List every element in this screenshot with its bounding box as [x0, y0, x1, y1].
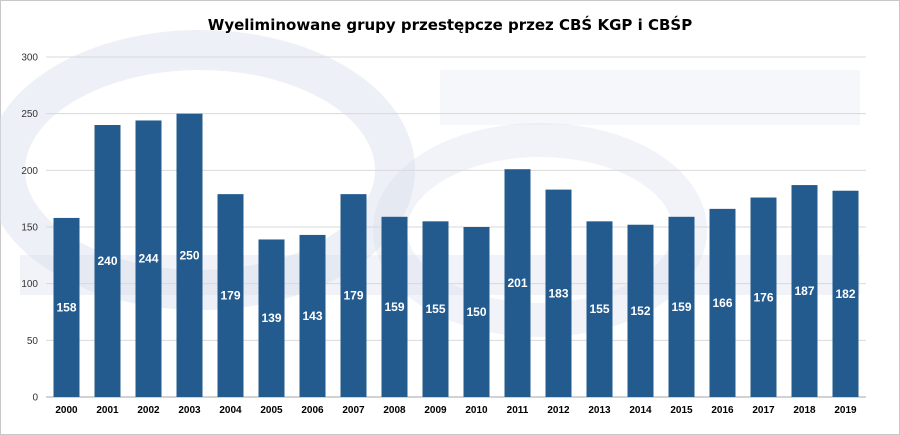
x-tick-label-2005: 2005 — [260, 405, 283, 416]
chart-title: Wyeliminowane grupy przestępcze przez CB… — [208, 15, 692, 34]
y-tick-label: 250 — [21, 109, 38, 120]
x-tick-label-2003: 2003 — [178, 405, 201, 416]
y-tick-label: 300 — [21, 53, 38, 64]
data-labels: 158 240 244 250 179 139 143 179 159 155 150 201 183 1… — [56, 248, 855, 325]
data-label-2014: 152 — [630, 304, 650, 318]
data-label-2004: 179 — [220, 289, 240, 303]
bar-2005 — [258, 239, 285, 397]
bar-2003 — [176, 113, 203, 398]
bar-2006 — [299, 234, 326, 397]
bar-2011 — [504, 169, 531, 397]
y-tick-label: 150 — [21, 223, 38, 234]
x-tick-label-2017: 2017 — [752, 405, 775, 416]
data-label-2009: 155 — [425, 302, 445, 316]
x-tick-label-2018: 2018 — [793, 405, 816, 416]
data-label-2000: 158 — [56, 300, 76, 314]
bar-2016 — [709, 208, 736, 397]
bar-2000 — [53, 217, 80, 397]
data-label-2008: 159 — [384, 300, 404, 314]
data-label-2017: 176 — [753, 290, 773, 304]
data-label-2011: 201 — [507, 276, 527, 290]
bar-2015 — [668, 216, 695, 397]
x-tick-label-2009: 2009 — [424, 405, 447, 416]
x-tick-label-2015: 2015 — [670, 405, 693, 416]
data-label-2019: 182 — [835, 287, 855, 301]
x-tick-label-2004: 2004 — [219, 405, 242, 416]
bar-2017 — [750, 197, 777, 397]
data-label-2001: 240 — [97, 254, 117, 268]
data-label-2015: 159 — [671, 300, 691, 314]
bar-2001 — [94, 125, 121, 397]
x-tick-label-2002: 2002 — [137, 405, 160, 416]
y-tick-label: 0 — [32, 393, 38, 404]
x-tick-label-2014: 2014 — [629, 405, 652, 416]
x-tick-label-2006: 2006 — [301, 405, 324, 416]
y-tick-label: 50 — [27, 336, 39, 347]
data-label-2002: 244 — [138, 252, 158, 266]
bar-2018 — [791, 185, 818, 397]
bar-2019 — [832, 190, 859, 397]
x-tick-label-2013: 2013 — [588, 405, 611, 416]
bars — [53, 113, 859, 398]
data-label-2003: 250 — [179, 248, 199, 262]
bar-2012 — [545, 189, 572, 397]
data-label-2006: 143 — [302, 309, 322, 323]
bar-2010 — [463, 227, 490, 397]
data-label-2005: 139 — [261, 311, 281, 325]
data-label-2016: 166 — [712, 296, 732, 310]
bar-2009 — [422, 221, 449, 397]
bar-2007 — [340, 194, 367, 397]
x-tick-label-2001: 2001 — [96, 405, 119, 416]
x-tick-label-2012: 2012 — [547, 405, 570, 416]
data-label-2013: 155 — [589, 302, 609, 316]
y-tick-label: 100 — [21, 279, 38, 290]
x-tick-label-2007: 2007 — [342, 405, 365, 416]
y-axis-ticks: 0 50 100 150 200 250 300 — [21, 53, 38, 404]
bar-2004 — [217, 194, 244, 397]
data-label-2012: 183 — [548, 286, 568, 300]
x-tick-label-2011: 2011 — [507, 405, 529, 416]
bar-2002 — [135, 120, 162, 397]
x-tick-label-2000: 2000 — [55, 405, 78, 416]
watermark-block — [440, 70, 860, 125]
x-tick-label-2008: 2008 — [383, 405, 406, 416]
x-axis-ticks: 2000 2001 2002 2003 2004 2005 2006 2007 2008 2009… — [55, 405, 857, 416]
bar-2013 — [586, 221, 613, 397]
data-label-2010: 150 — [466, 305, 486, 319]
x-tick-label-2019: 2019 — [834, 405, 857, 416]
bar-2014 — [627, 224, 654, 397]
y-tick-label: 200 — [21, 166, 38, 177]
bar-2008 — [381, 216, 408, 397]
data-label-2007: 179 — [343, 289, 363, 303]
x-tick-label-2010: 2010 — [465, 405, 488, 416]
data-label-2018: 187 — [794, 284, 814, 298]
x-tick-label-2016: 2016 — [711, 405, 734, 416]
